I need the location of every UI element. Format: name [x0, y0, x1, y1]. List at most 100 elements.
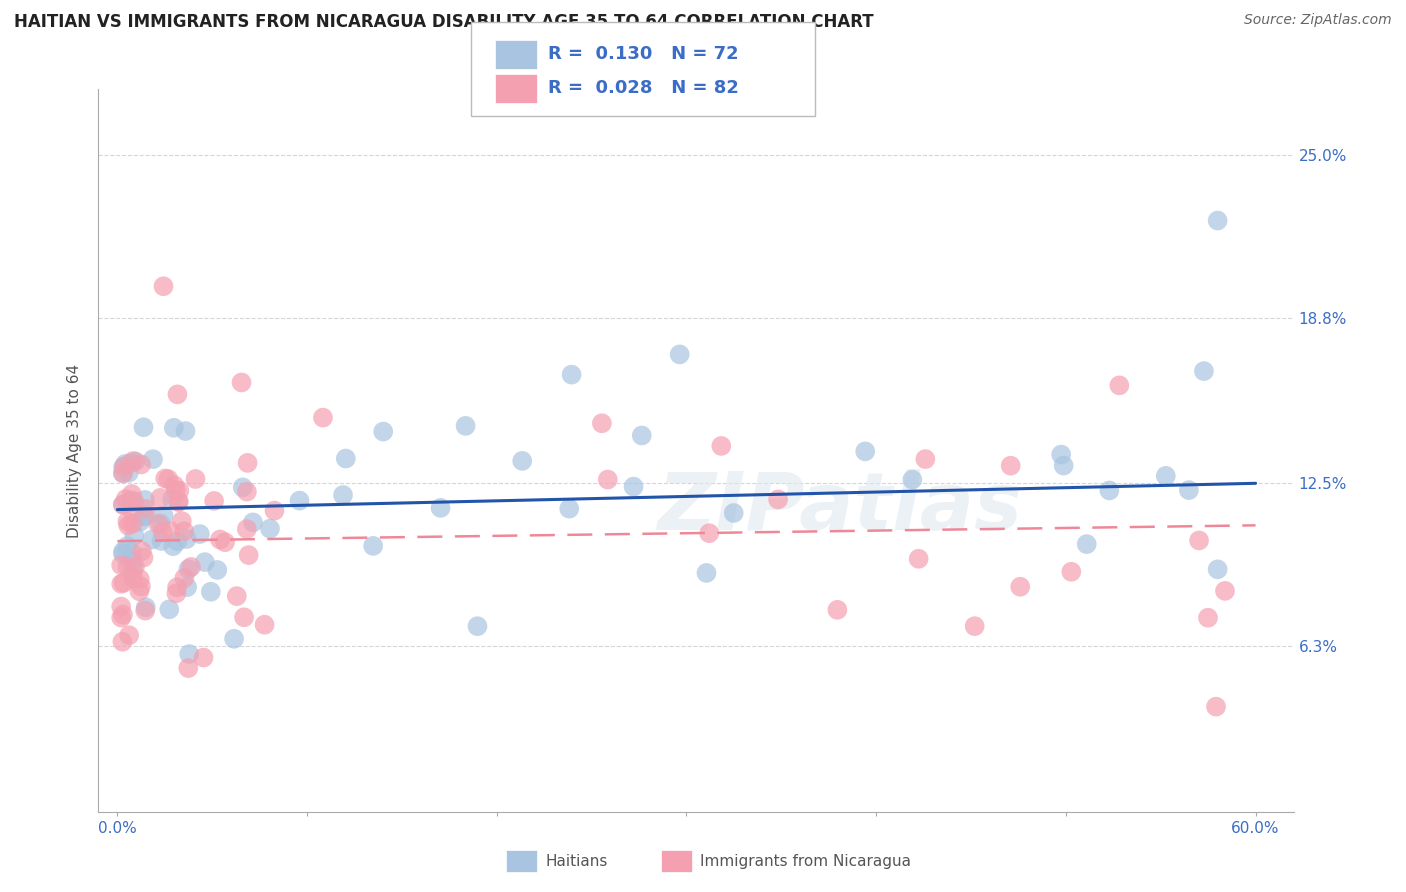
Point [132, 550, 155, 565]
Point [166, 580, 188, 594]
Point [135, 502, 157, 516]
Point [467, 619, 489, 633]
Point [162, 539, 184, 553]
Text: Haitians: Haitians [546, 855, 607, 869]
Point [901, 473, 924, 487]
Point [1010, 580, 1032, 594]
Point [132, 420, 155, 434]
Point [114, 491, 136, 506]
Point [312, 410, 335, 425]
Point [1076, 537, 1098, 551]
Point [141, 533, 163, 547]
Point [1060, 565, 1083, 579]
Point [1108, 378, 1130, 392]
Point [112, 547, 135, 561]
Point [134, 492, 156, 507]
Point [124, 559, 146, 574]
Point [263, 503, 285, 517]
Point [129, 515, 152, 529]
Point [165, 586, 187, 600]
Point [112, 575, 135, 590]
Point [157, 602, 180, 616]
Point [193, 650, 215, 665]
Point [112, 459, 135, 474]
Point [242, 516, 264, 530]
Text: HAITIAN VS IMMIGRANTS FROM NICARAGUA DISABILITY AGE 35 TO 64 CORRELATION CHART: HAITIAN VS IMMIGRANTS FROM NICARAGUA DIS… [14, 13, 873, 31]
Point [202, 494, 225, 508]
Point [853, 444, 876, 458]
Point [112, 467, 135, 481]
Point [429, 500, 451, 515]
Point [963, 619, 986, 633]
Point [1206, 562, 1229, 576]
Point [907, 551, 929, 566]
Point [179, 647, 201, 661]
Text: ZIPatlas: ZIPatlas [657, 469, 1022, 548]
Point [288, 493, 311, 508]
Point [510, 454, 533, 468]
Point [120, 495, 142, 509]
Point [160, 492, 183, 507]
Point [117, 539, 139, 553]
Point [110, 558, 132, 573]
Point [1206, 213, 1229, 227]
Point [152, 279, 174, 293]
Point [200, 584, 222, 599]
Point [121, 487, 143, 501]
Point [184, 472, 207, 486]
Point [1188, 533, 1211, 548]
Point [122, 454, 145, 468]
Point [110, 576, 132, 591]
Point [231, 376, 253, 390]
Point [1050, 448, 1073, 462]
Point [1098, 483, 1121, 498]
Point [214, 535, 236, 549]
Point [710, 439, 733, 453]
Point [132, 509, 155, 524]
Point [118, 628, 141, 642]
Point [128, 572, 150, 586]
Point [129, 579, 152, 593]
Point [149, 491, 172, 505]
Point [259, 522, 281, 536]
Point [173, 524, 195, 539]
Point [165, 483, 187, 497]
Point [112, 460, 135, 475]
Point [121, 554, 143, 568]
Point [827, 603, 849, 617]
Point [454, 418, 477, 433]
Point [335, 451, 357, 466]
Point [120, 456, 142, 470]
Point [188, 527, 211, 541]
Point [332, 488, 354, 502]
Point [121, 545, 143, 559]
Point [236, 484, 259, 499]
Point [121, 493, 143, 508]
Point [150, 533, 173, 548]
Point [134, 604, 156, 618]
Point [207, 563, 229, 577]
Text: Immigrants from Nicaragua: Immigrants from Nicaragua [700, 855, 911, 869]
Point [668, 347, 690, 361]
Point [142, 452, 165, 467]
Point [1205, 699, 1227, 714]
Point [630, 428, 652, 442]
Point [163, 478, 186, 492]
Point [361, 539, 384, 553]
Point [122, 572, 145, 586]
Point [176, 532, 198, 546]
Point [153, 471, 176, 485]
Point [596, 473, 619, 487]
Point [1154, 468, 1177, 483]
Point [112, 544, 135, 558]
Point [236, 522, 259, 536]
Point [697, 526, 720, 541]
Point [152, 508, 174, 523]
Point [176, 580, 198, 594]
Point [1052, 458, 1074, 473]
Point [695, 566, 717, 580]
Text: R =  0.028   N = 82: R = 0.028 N = 82 [548, 79, 740, 97]
Point [194, 555, 217, 569]
Point [118, 466, 141, 480]
Point [111, 634, 134, 648]
